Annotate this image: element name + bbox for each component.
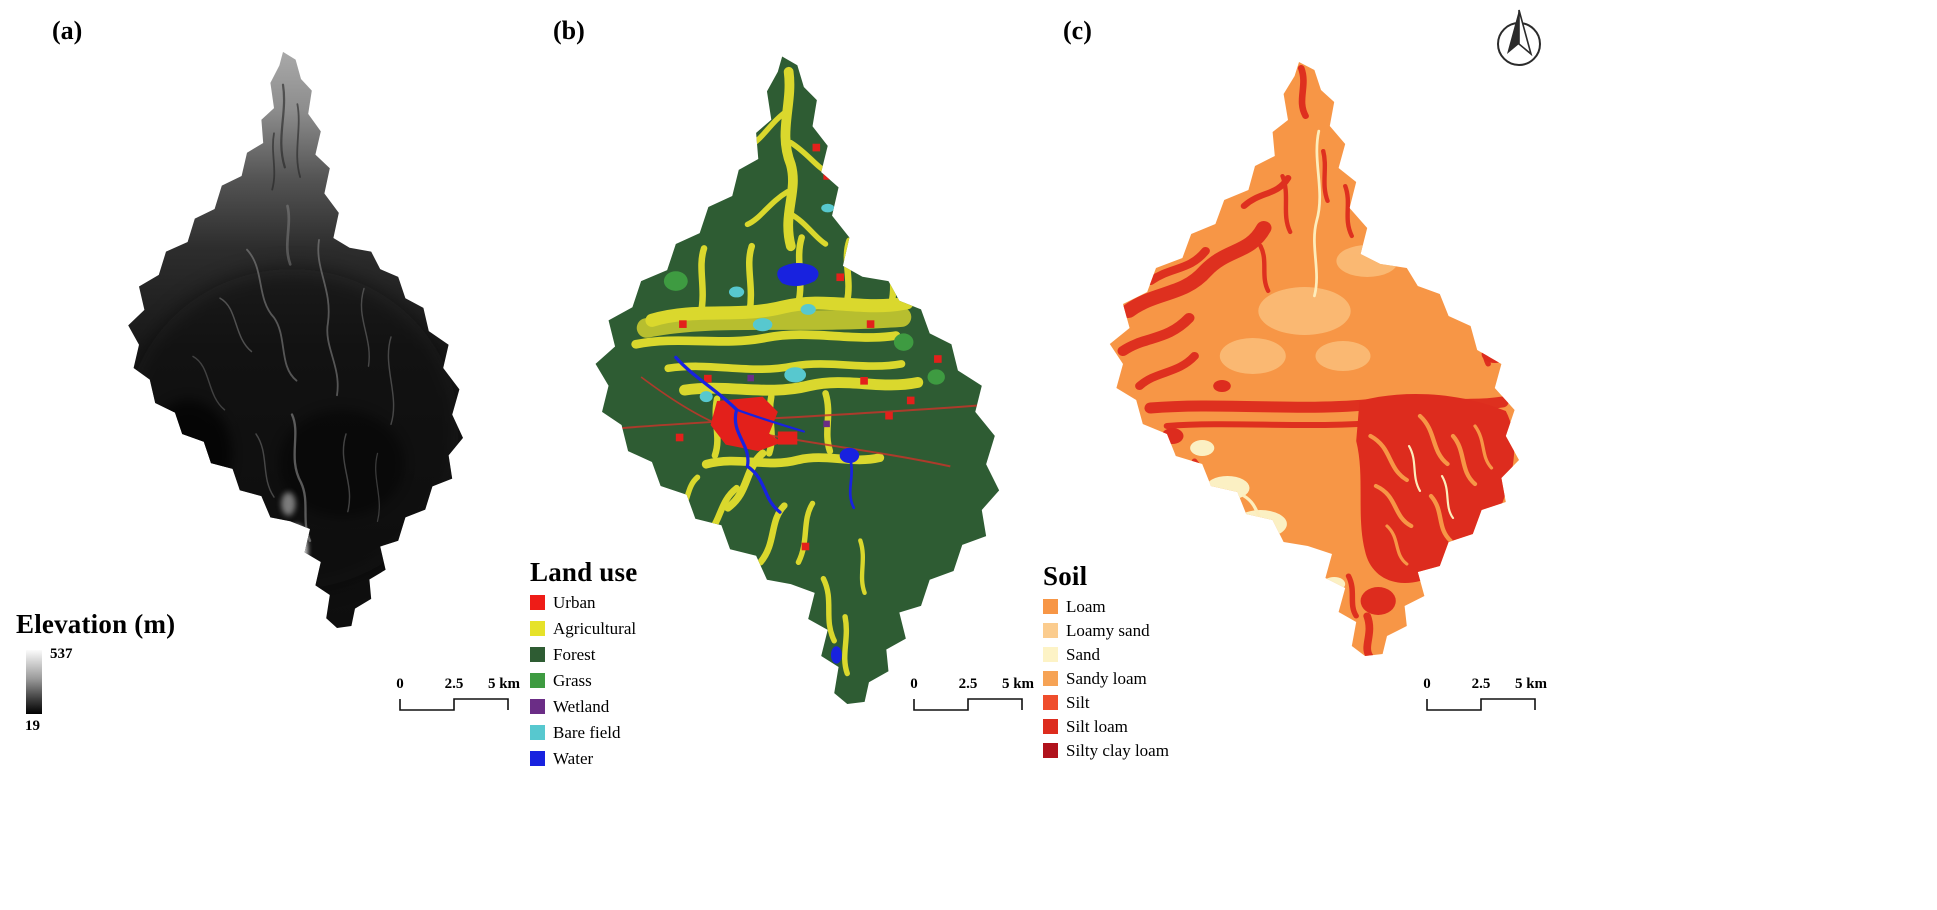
legend-label: Forest	[553, 645, 596, 665]
elevation-legend-title: Elevation (m)	[16, 609, 176, 639]
scale-label: 5 km	[487, 676, 521, 692]
legend-label: Wetland	[553, 697, 610, 717]
legend-item-silty-clay-loam: Silty clay loam	[1043, 742, 1169, 759]
scale-bar-b: 0 2.5 5 km	[910, 676, 1034, 713]
legend-swatch	[1043, 743, 1058, 759]
scale-label: 2.5	[444, 676, 464, 692]
legend-label: Loamy sand	[1066, 621, 1150, 641]
elevation-max-value: 537	[50, 646, 73, 663]
north-arrow-icon	[1488, 6, 1550, 77]
legend-label: Water	[553, 749, 594, 769]
scale-label: 0	[910, 676, 918, 692]
legend-item-urban: Urban	[530, 594, 637, 611]
elevation-legend: Elevation (m) 537 19	[16, 609, 236, 735]
legend-label: Sand	[1066, 645, 1100, 665]
panel-label-a: (a)	[52, 16, 83, 45]
legend-item-water: Water	[530, 750, 637, 767]
elevation-map	[128, 51, 463, 628]
legend-label: Loam	[1066, 597, 1106, 617]
soil-map	[1109, 62, 1519, 656]
legend-swatch	[1043, 623, 1058, 639]
scale-label: 0	[1423, 676, 1431, 692]
scale-bar-graphic	[399, 698, 509, 711]
legend-item-sandy-loam: Sandy loam	[1043, 670, 1169, 687]
landuse-legend: Land use Urban Agricultural Forest Grass…	[530, 558, 637, 767]
legend-item-loamy-sand: Loamy sand	[1043, 622, 1169, 639]
legend-label: Silt loam	[1066, 717, 1128, 737]
panel-label-c: (c)	[1063, 16, 1092, 45]
legend-swatch	[530, 725, 545, 741]
scale-label: 5 km	[1514, 676, 1548, 692]
panel-label-b: (b)	[553, 16, 585, 45]
elevation-gradient-bar	[26, 650, 42, 715]
scale-bar-c: 0 2.5 5 km	[1423, 676, 1547, 713]
legend-item-silt-loam: Silt loam	[1043, 718, 1169, 735]
legend-item-agricultural: Agricultural	[530, 620, 637, 637]
scale-label: 2.5	[958, 676, 978, 692]
landuse-legend-title: Land use	[530, 557, 638, 587]
legend-item-grass: Grass	[530, 672, 637, 689]
legend-swatch	[1043, 695, 1058, 711]
legend-label: Agricultural	[553, 619, 637, 639]
scale-bar-graphic	[913, 698, 1023, 711]
legend-item-forest: Forest	[530, 646, 637, 663]
scale-bar-a: 0 2.5 5 km	[396, 676, 520, 713]
legend-swatch	[530, 647, 545, 663]
legend-swatch	[1043, 671, 1058, 687]
landuse-map	[595, 56, 1000, 705]
legend-swatch	[530, 621, 545, 637]
legend-item-wetland: Wetland	[530, 698, 637, 715]
legend-item-sand: Sand	[1043, 646, 1169, 663]
legend-swatch	[530, 595, 545, 611]
soil-legend: Soil Loam Loamy sand Sand Sandy loam Sil…	[1043, 562, 1169, 759]
legend-swatch	[530, 699, 545, 715]
legend-swatch	[1043, 599, 1058, 615]
legend-label: Silt	[1066, 693, 1090, 713]
elevation-min-value: 19	[25, 718, 40, 735]
legend-item-silt: Silt	[1043, 694, 1169, 711]
legend-item-bare-field: Bare field	[530, 724, 637, 741]
scale-bar-graphic	[1426, 698, 1536, 711]
legend-label: Sandy loam	[1066, 669, 1147, 689]
soil-legend-title: Soil	[1043, 561, 1088, 591]
legend-label: Silty clay loam	[1066, 741, 1169, 761]
legend-swatch	[530, 673, 545, 689]
legend-swatch	[1043, 647, 1058, 663]
legend-label: Urban	[553, 593, 596, 613]
scale-label: 0	[396, 676, 404, 692]
legend-item-loam: Loam	[1043, 598, 1169, 615]
legend-label: Grass	[553, 671, 592, 691]
legend-swatch	[1043, 719, 1058, 735]
scale-label: 5 km	[1001, 676, 1035, 692]
legend-swatch	[530, 751, 545, 767]
legend-label: Bare field	[553, 723, 621, 743]
scale-label: 2.5	[1471, 676, 1491, 692]
